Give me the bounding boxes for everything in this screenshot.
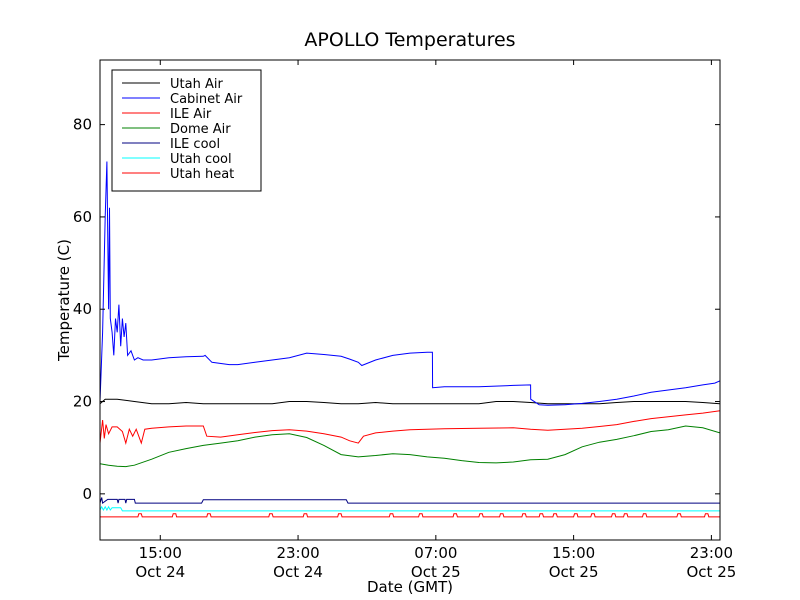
legend-label: Utah cool xyxy=(170,152,232,167)
x-tick-date-label: Oct 25 xyxy=(549,563,599,581)
legend-label: ILE Air xyxy=(170,107,212,122)
x-tick-time-label: 07:00 xyxy=(414,544,457,562)
y-tick-label: 80 xyxy=(73,116,92,134)
series-line-utah-cool xyxy=(100,505,720,512)
series-line-ile-cool xyxy=(100,497,720,504)
y-axis-label: Temperature (C) xyxy=(55,239,73,362)
x-tick-date-label: Oct 25 xyxy=(411,563,461,581)
y-tick-label: 0 xyxy=(82,485,92,503)
legend-box xyxy=(111,69,262,192)
x-tick-date-label: Oct 25 xyxy=(686,563,736,581)
x-tick-time-label: 23:00 xyxy=(690,544,733,562)
y-tick-label: 60 xyxy=(73,208,92,226)
x-tick-time-label: 23:00 xyxy=(276,544,319,562)
x-tick-date-label: Oct 24 xyxy=(135,563,185,581)
legend-label: Cabinet Air xyxy=(170,92,243,107)
legend-label: Utah heat xyxy=(170,167,234,182)
legend-label: Dome Air xyxy=(170,122,231,137)
series-line-dome-air xyxy=(100,425,720,468)
y-tick-label: 20 xyxy=(73,393,92,411)
plot-frame xyxy=(99,59,721,541)
chart-title: APOLLO Temperatures xyxy=(304,29,515,51)
series-line-ile-air xyxy=(100,410,720,446)
x-axis-label: Date (GMT) xyxy=(367,578,453,596)
y-tick-label: 40 xyxy=(73,300,92,318)
legend-label: ILE cool xyxy=(170,137,220,152)
plot-area xyxy=(100,161,720,518)
x-tick-time-label: 15:00 xyxy=(139,544,182,562)
series-line-utah-heat xyxy=(100,513,720,518)
legend-label: Utah Air xyxy=(170,77,223,92)
x-tick-date-label: Oct 24 xyxy=(273,563,323,581)
series-line-utah-air xyxy=(100,398,720,405)
series-line-cabinet-air xyxy=(100,161,720,406)
x-tick-time-label: 15:00 xyxy=(552,544,595,562)
